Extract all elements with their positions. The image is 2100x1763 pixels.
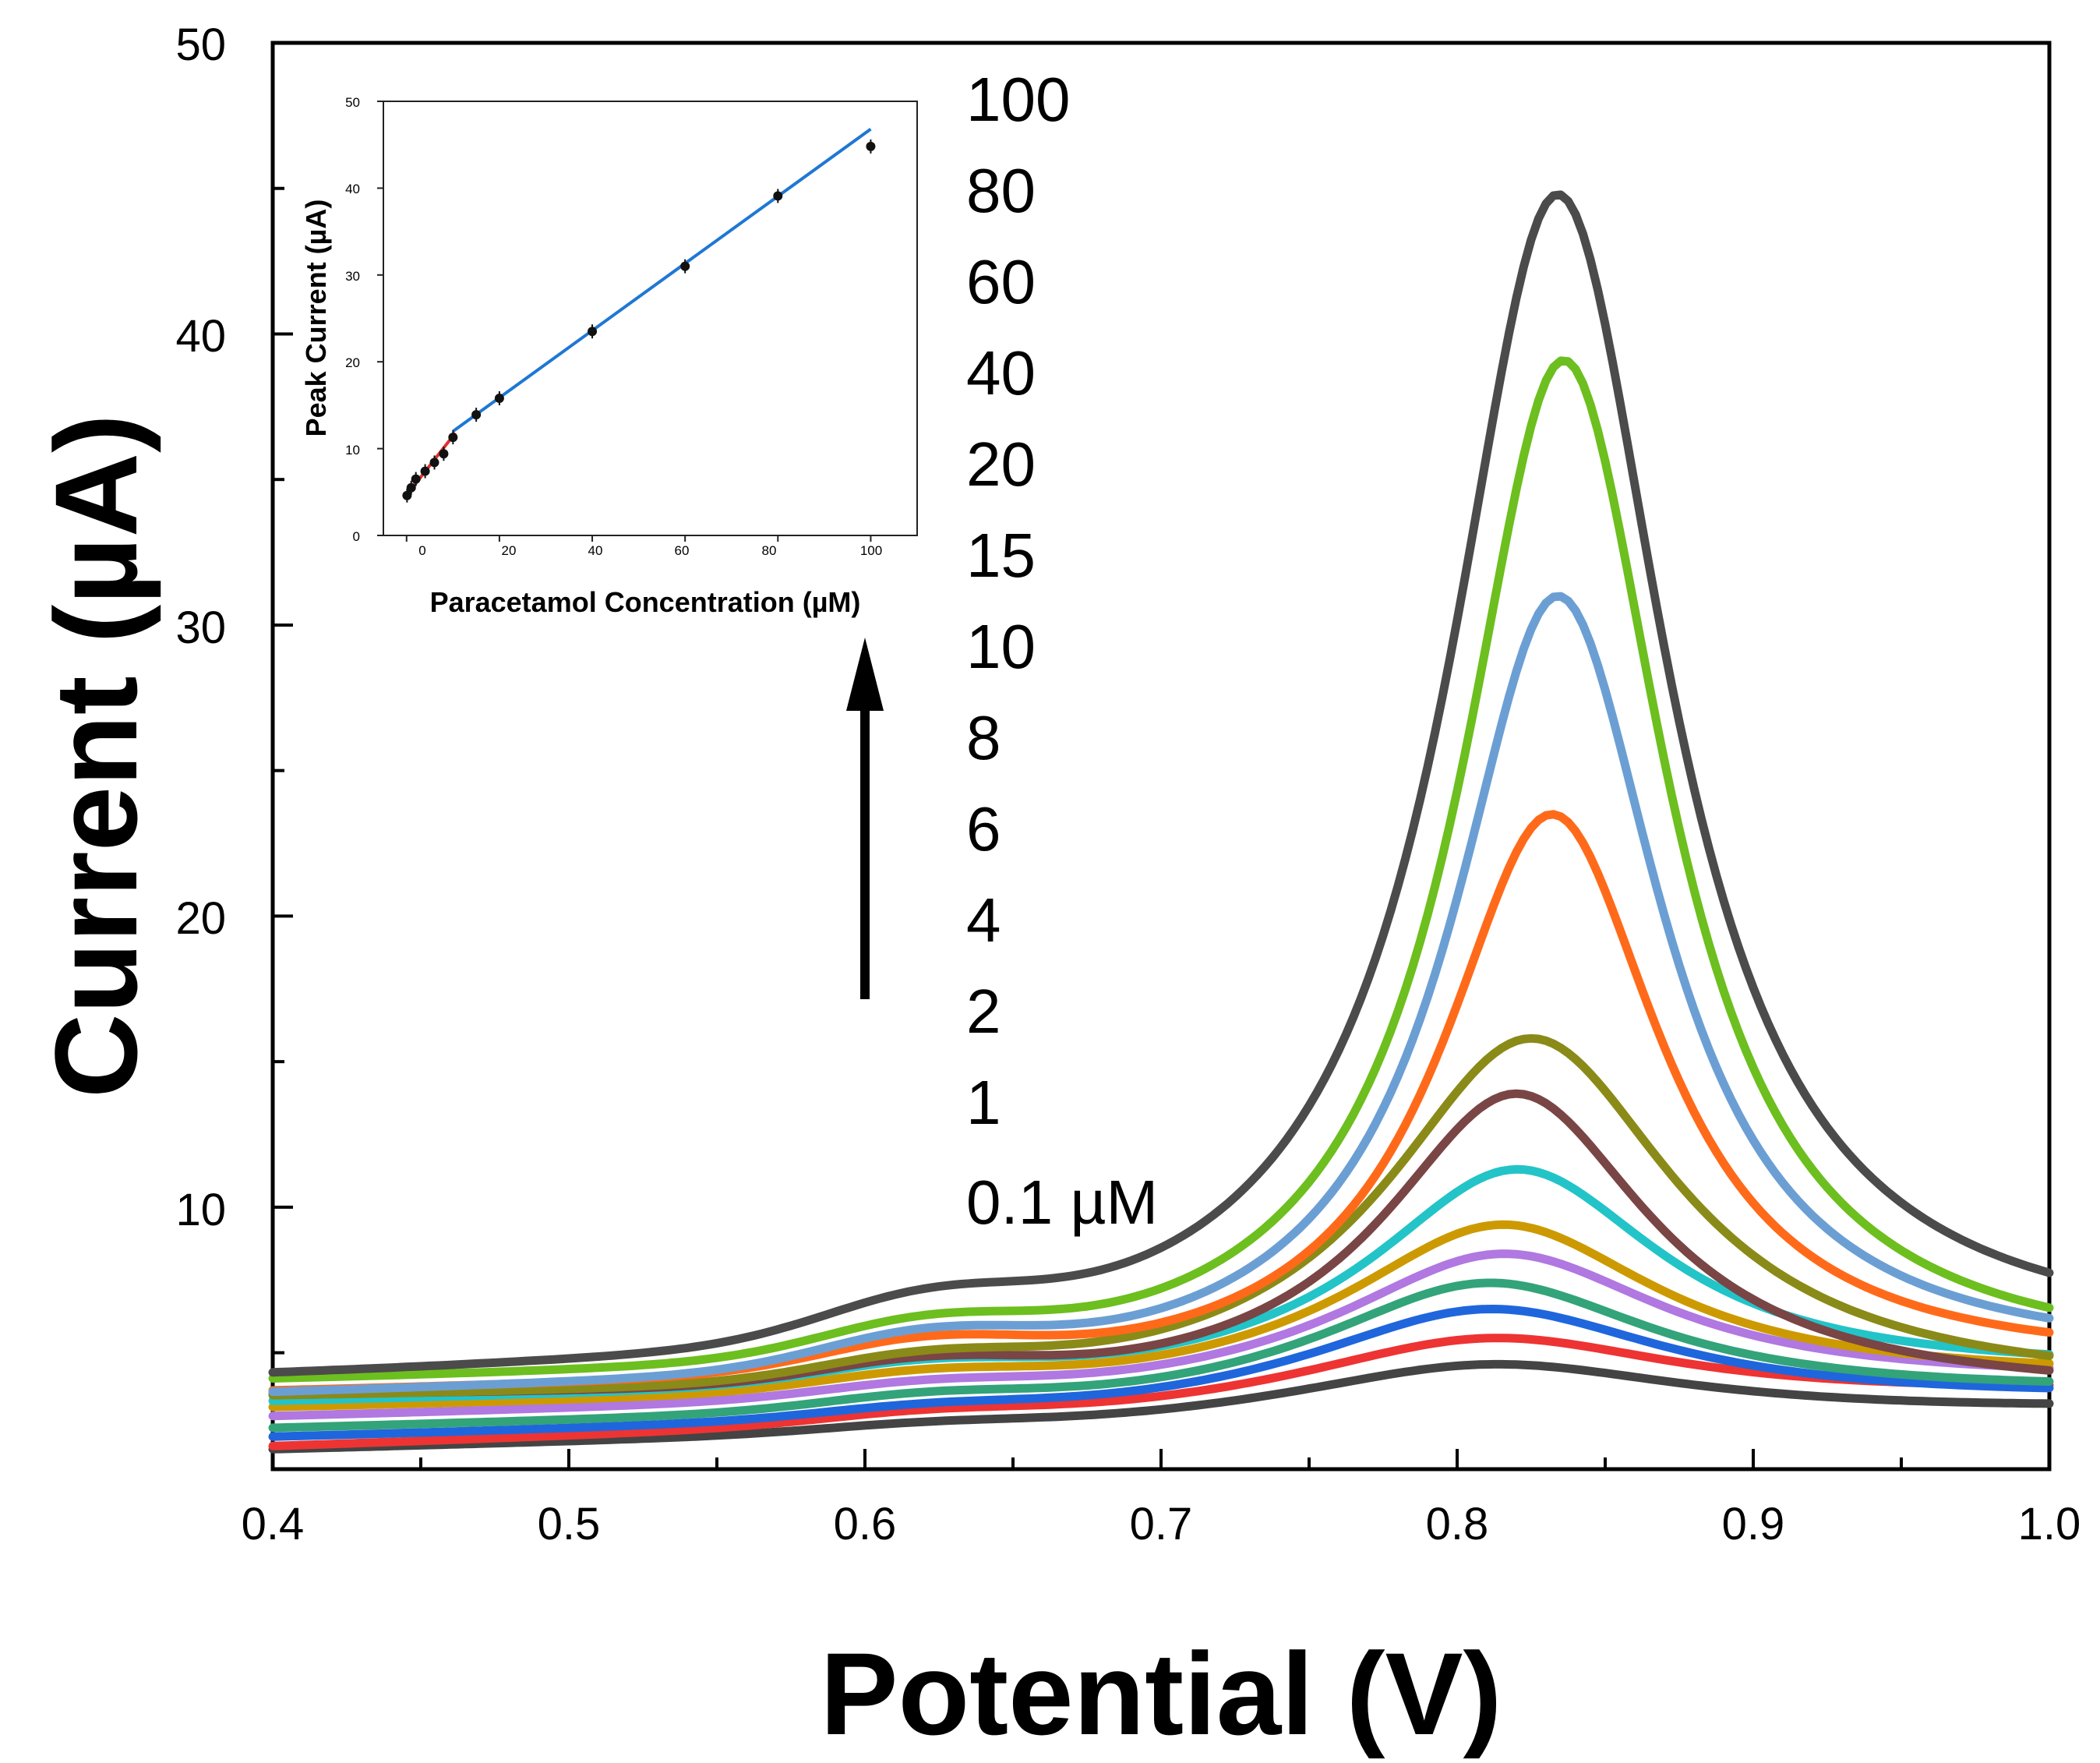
inset-y-tick-label: 20 xyxy=(345,355,360,370)
inset-data-point xyxy=(429,458,439,468)
y-tick-label: 30 xyxy=(175,602,226,653)
inset-data-point xyxy=(448,433,458,443)
inset-ticks xyxy=(377,101,872,542)
curve-series-group xyxy=(268,190,2054,1454)
curve-1uM xyxy=(268,1334,2054,1450)
inset-data-point xyxy=(402,490,412,500)
inset-fit-line-high xyxy=(452,128,872,433)
x-axis-title: Potential (V) xyxy=(820,1628,1502,1759)
conc-label: 8 xyxy=(966,703,1001,772)
main-x-tick-labels: 0.4 0.5 0.6 0.7 0.8 0.9 1.0 xyxy=(242,1499,2081,1549)
main-x-ticks xyxy=(271,1449,2051,1469)
inset-marks-group xyxy=(402,128,876,503)
inset-x-tick-label: 60 xyxy=(675,543,690,558)
curve-100uM xyxy=(268,190,2054,1377)
x-tick-label: 1.0 xyxy=(2018,1499,2081,1549)
inset-plot: 0 20 40 60 80 100 0 10 20 30 40 50 Parac… xyxy=(300,95,918,618)
conc-label: 20 xyxy=(966,429,1036,499)
curve-8uM xyxy=(268,1220,2054,1411)
conc-label: 15 xyxy=(966,521,1036,590)
inset-data-point xyxy=(411,474,421,484)
x-tick-label: 0.5 xyxy=(538,1499,601,1549)
curve-20uM xyxy=(268,1033,2054,1400)
inset-x-tick-label: 100 xyxy=(860,543,882,558)
inset-frame xyxy=(383,101,918,536)
curve-0.1uM xyxy=(268,1359,2054,1454)
increase-arrow xyxy=(846,638,884,999)
conc-label: 4 xyxy=(966,885,1001,955)
inset-data-point xyxy=(439,449,449,459)
x-tick-label: 0.6 xyxy=(834,1499,897,1549)
inset-y-tick-label: 30 xyxy=(345,269,360,284)
inset-data-point xyxy=(588,327,598,337)
inset-x-tick-labels: 0 20 40 60 80 100 xyxy=(418,543,882,558)
main-y-ticks xyxy=(273,41,293,1355)
inset-x-tick-label: 40 xyxy=(588,543,603,558)
curve-2uM xyxy=(268,1305,2054,1441)
inset-y-tick-label: 0 xyxy=(353,529,360,544)
conc-label: 0.1 µM xyxy=(966,1168,1158,1237)
curve-60uM xyxy=(268,592,2054,1397)
concentration-labels: 100 80 60 40 20 15 10 8 6 4 2 1 0.1 µM xyxy=(966,65,1158,1237)
inset-y-tick-labels: 0 10 20 30 40 50 xyxy=(345,95,360,544)
inset-x-axis-title: Paracetamol Concentration (µM) xyxy=(430,586,861,618)
curve-6uM xyxy=(268,1249,2054,1421)
x-tick-label: 0.4 xyxy=(242,1499,305,1549)
conc-label: 100 xyxy=(966,65,1070,134)
conc-label: 6 xyxy=(966,794,1001,864)
y-tick-label: 50 xyxy=(175,19,226,70)
x-tick-label: 0.7 xyxy=(1130,1499,1193,1549)
y-tick-label: 20 xyxy=(175,893,226,944)
inset-data-point xyxy=(420,466,430,476)
conc-label: 10 xyxy=(966,612,1036,681)
inset-y-tick-label: 10 xyxy=(345,443,360,458)
conc-label: 2 xyxy=(966,977,1001,1046)
inset-y-tick-label: 40 xyxy=(345,182,360,196)
curve-4uM xyxy=(268,1278,2054,1433)
inset-data-point xyxy=(406,482,416,493)
inset-x-tick-label: 20 xyxy=(502,543,517,558)
y-axis-title: Current (µA) xyxy=(30,414,161,1098)
conc-label: 80 xyxy=(966,156,1036,225)
inset-data-point xyxy=(773,191,783,201)
y-tick-label: 40 xyxy=(175,311,226,362)
y-tick-label: 10 xyxy=(175,1185,226,1235)
main-y-tick-labels: 10 20 30 40 50 xyxy=(175,19,226,1235)
x-tick-label: 0.8 xyxy=(1426,1499,1489,1549)
conc-label: 1 xyxy=(966,1068,1001,1137)
inset-data-point xyxy=(680,261,690,271)
x-tick-label: 0.9 xyxy=(1722,1499,1785,1549)
inset-x-tick-label: 0 xyxy=(418,543,425,558)
conc-label: 40 xyxy=(966,338,1036,408)
inset-y-axis-title: Peak Current (µA) xyxy=(300,200,332,437)
arrow-head xyxy=(846,638,884,711)
inset-data-point xyxy=(866,141,876,151)
inset-data-point xyxy=(494,393,504,403)
inset-y-tick-label: 50 xyxy=(345,95,360,110)
conc-label: 60 xyxy=(966,247,1036,316)
inset-data-point xyxy=(471,410,482,420)
curve-80uM xyxy=(268,356,2054,1383)
inset-x-tick-label: 80 xyxy=(762,543,777,558)
